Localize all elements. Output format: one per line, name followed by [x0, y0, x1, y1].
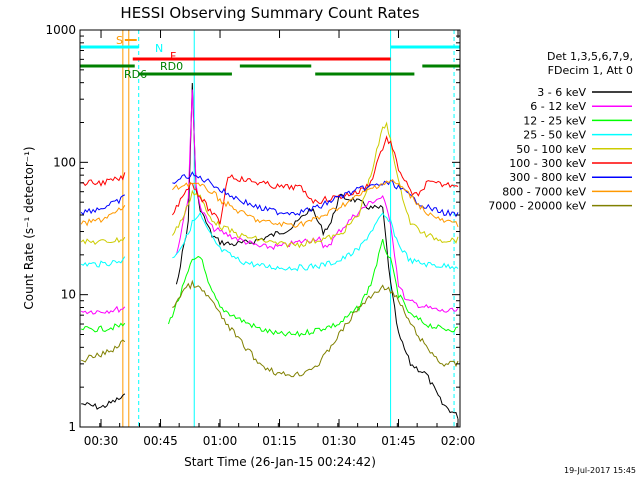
series-line — [171, 135, 459, 225]
x-tick-label: 01:45 — [381, 434, 416, 448]
x-tick-label: 00:45 — [143, 434, 178, 448]
series-line — [81, 322, 126, 333]
flag-label-rd0: RD0 — [160, 60, 183, 73]
series-line — [80, 305, 126, 315]
series-line — [80, 205, 126, 227]
series-line — [81, 172, 126, 187]
series-2 — [80, 89, 459, 315]
x-tick-label: 00:30 — [84, 434, 119, 448]
series-4 — [80, 211, 459, 272]
legend-label: 25 - 50 keV — [523, 129, 586, 142]
x-axis: 00:30 00:45 01:00 01:15 01:30 01:45 02:00 — [79, 30, 476, 448]
legend-label: 50 - 100 keV — [516, 143, 586, 156]
footer-timestamp: 19-Jul-2017 15:45 — [564, 466, 636, 475]
legend-label: 300 - 800 keV — [509, 171, 586, 184]
series-8 — [80, 178, 459, 228]
plot-frame — [79, 29, 461, 428]
series-7 — [80, 171, 459, 218]
series-line — [172, 211, 459, 272]
y-axis-label: Count Rate (s⁻¹ detector⁻¹) — [22, 146, 36, 309]
flag-label-rd6: RD6 — [124, 68, 147, 81]
series-5 — [80, 121, 459, 249]
legend-label: 12 - 25 keV — [523, 114, 586, 127]
x-tick-label: 01:00 — [203, 434, 238, 448]
chart-title: HESSI Observing Summary Count Rates — [120, 4, 419, 22]
y-axis: 1 10 100 1000 — [45, 23, 460, 434]
series-9 — [81, 279, 459, 378]
flag-label-s: S — [116, 34, 123, 47]
legend: Det 1,3,5,6,7,9, FDecim 1, Att 0 3 - 6 k… — [488, 50, 633, 213]
legend-label: 3 - 6 keV — [537, 86, 586, 99]
series-6 — [81, 135, 459, 225]
series-line — [172, 171, 459, 218]
x-tick-label: 01:15 — [262, 434, 297, 448]
legend-label: 7000 - 20000 keV — [488, 200, 586, 213]
series-line — [80, 256, 126, 268]
series-line — [172, 178, 459, 228]
series-line — [175, 89, 459, 313]
series-3 — [81, 238, 459, 338]
y-tick-label: 10 — [61, 288, 76, 302]
y-tick-label: 1 — [68, 420, 76, 434]
x-tick-label: 02:00 — [441, 434, 476, 448]
legend-label: 6 - 12 keV — [530, 100, 586, 113]
series-line — [175, 82, 459, 420]
y-tick-label: 1000 — [45, 23, 76, 37]
series-line — [168, 238, 459, 338]
legend-label: 100 - 300 keV — [509, 157, 586, 170]
series-line — [172, 279, 459, 378]
series-line — [80, 236, 126, 245]
series-line — [171, 121, 459, 249]
legend-header-line-2: FDecim 1, Att 0 — [548, 64, 633, 77]
legend-label: 800 - 7000 keV — [502, 185, 586, 198]
legend-header-line-1: Det 1,3,5,6,7,9, — [547, 50, 633, 63]
series-line — [80, 194, 125, 216]
flag-label-n: N — [155, 42, 163, 55]
series-line — [81, 339, 126, 363]
x-axis-label: Start Time (26-Jan-15 00:24:42) — [184, 455, 376, 469]
flag-label-f: F — [170, 50, 176, 63]
series-1 — [81, 82, 459, 420]
series-layer — [80, 82, 459, 420]
series-line — [81, 393, 126, 410]
y-tick-label: 100 — [53, 155, 76, 169]
x-tick-label: 01:30 — [322, 434, 357, 448]
